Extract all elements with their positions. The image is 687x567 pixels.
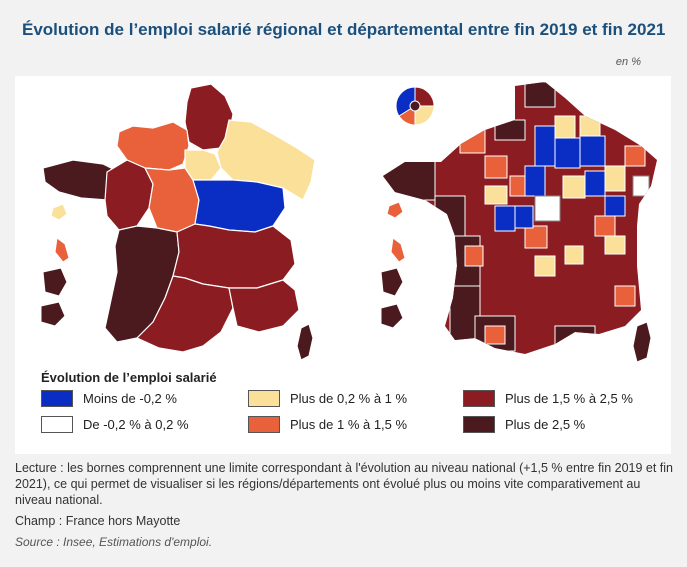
region-martinique [54, 237, 70, 263]
chart-title: Évolution de l’emploi salarié régional e… [22, 20, 666, 39]
legend-item-1-15: Plus de 1 % à 1,5 % [248, 416, 407, 433]
legend-label: Plus de 2,5 % [505, 417, 586, 432]
unit-label: en % [615, 56, 641, 68]
dept-guadeloupe [386, 201, 404, 219]
legend-item-plus-25: Plus de 2,5 % [463, 416, 585, 433]
legend-label: De -0,2 % à 0,2 % [83, 417, 189, 432]
lecture-note: Lecture : les bornes comprennent une lim… [15, 461, 674, 507]
region-pays-de-la-loire [104, 159, 154, 231]
dept-corse [632, 321, 652, 363]
region-guyane [42, 267, 68, 297]
legend-swatch [41, 390, 73, 407]
idf-inset [395, 86, 435, 126]
legend-label: Plus de 0,2 % à 1 % [290, 391, 408, 406]
legend-item-15-25: Plus de 1,5 % à 2,5 % [463, 390, 633, 407]
region-paca [228, 279, 300, 333]
champ-note: Champ : France hors Mayotte [15, 514, 181, 528]
region-guadeloupe [50, 203, 68, 221]
legend-swatch [248, 416, 280, 433]
region-la-reunion [40, 301, 66, 327]
legend-swatch [463, 416, 495, 433]
region-corse [296, 323, 314, 361]
departmental-map [380, 82, 657, 363]
legend-item-stable: De -0,2 % à 0,2 % [41, 416, 189, 433]
maps-panel: Évolution de l’emploi salarié Moins de -… [15, 76, 671, 454]
regional-map [40, 83, 316, 361]
legend-title: Évolution de l’emploi salarié [41, 370, 217, 385]
notes: Lecture : les bornes comprennent une lim… [15, 460, 675, 555]
region-bourgogne-franche-comte [192, 179, 286, 233]
legend-item-moins-02: Moins de -0,2 % [41, 390, 177, 407]
region-auvergne-rhone-alpes [172, 223, 296, 289]
source-note: Source : Insee, Estimations d'emploi. [15, 535, 213, 549]
dept-guyane [380, 267, 404, 297]
legend-swatch [463, 390, 495, 407]
legend-swatch [248, 390, 280, 407]
region-grand-est [216, 119, 316, 201]
legend-label: Moins de -0,2 % [83, 391, 177, 406]
legend-item-02-1: Plus de 0,2 % à 1 % [248, 390, 407, 407]
dept-la-reunion [380, 303, 404, 329]
region-centre-val-de-loire [144, 167, 200, 233]
legend-label: Plus de 1,5 % à 2,5 % [505, 391, 633, 406]
dept-martinique [390, 237, 406, 263]
legend-swatch [41, 416, 73, 433]
legend-label: Plus de 1 % à 1,5 % [290, 417, 408, 432]
